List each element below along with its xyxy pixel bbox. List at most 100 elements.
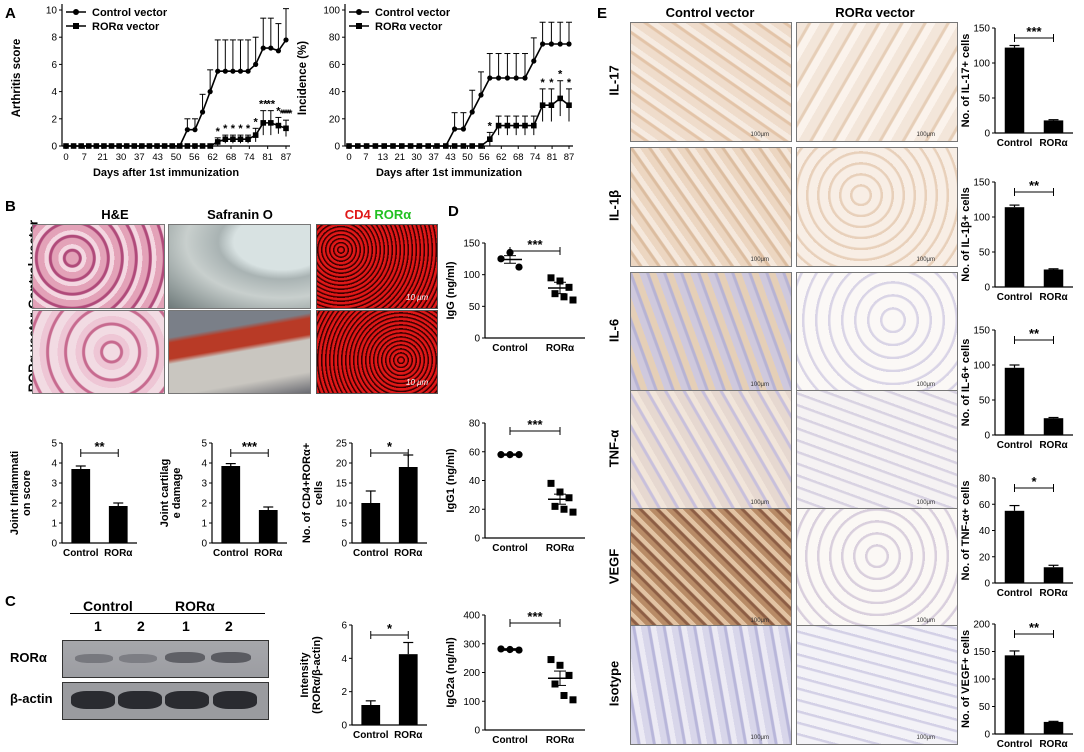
data-point xyxy=(199,143,206,149)
x-tick-label: 21 xyxy=(97,152,108,163)
bar xyxy=(1004,207,1025,287)
y-axis-label: Arthritis score xyxy=(11,39,23,118)
y-tick-label: 50 xyxy=(979,702,991,713)
e-row-label-il6: IL-6 xyxy=(606,318,622,343)
x-axis-label: Days after 1st immunization xyxy=(93,167,239,179)
data-point xyxy=(390,143,396,149)
y-tick-label: 100 xyxy=(973,361,990,372)
data-point xyxy=(260,45,266,51)
wb-band-label-ror: RORα xyxy=(10,650,47,665)
bar xyxy=(398,467,418,543)
y-axis-label: Intensity xyxy=(299,652,311,698)
data-point xyxy=(192,127,198,133)
scale-bar-label: 100μm xyxy=(750,735,769,741)
x-tick-label: 30 xyxy=(116,152,127,163)
data-point xyxy=(268,120,274,126)
data-point xyxy=(513,75,519,81)
sig-annotation: * xyxy=(223,123,228,135)
data-point xyxy=(569,508,577,516)
data-point xyxy=(131,143,138,149)
data-point xyxy=(478,143,484,149)
x-tick-label: 87 xyxy=(281,152,292,163)
category-label: RORα xyxy=(394,730,423,741)
y-axis-label: No. of VEGF+ cells xyxy=(960,630,972,728)
data-point xyxy=(547,274,555,282)
category-label: RORα xyxy=(104,548,133,559)
category-label: Control xyxy=(997,739,1033,750)
data-point xyxy=(407,143,414,149)
data-point xyxy=(207,89,213,95)
data-point xyxy=(108,143,115,149)
x-tick-label: 50 xyxy=(171,152,182,163)
ihc-vegf-control-image: 100μm xyxy=(630,508,792,628)
data-point xyxy=(176,143,183,149)
data-point xyxy=(556,661,564,669)
data-point xyxy=(443,143,449,149)
x-tick-label: 0 xyxy=(346,152,351,163)
legend-marker xyxy=(356,9,362,15)
data-point xyxy=(70,143,77,149)
data-point xyxy=(169,143,176,149)
y-tick-label: 10 xyxy=(46,6,58,17)
data-point xyxy=(184,143,191,149)
sig-annotation: * xyxy=(488,120,493,132)
y-tick-label: 150 xyxy=(973,178,990,189)
sig-annotation: * xyxy=(238,123,243,135)
y-axis-label: No. of IL-6+ cells xyxy=(960,339,972,427)
x-tick-label: 68 xyxy=(226,152,237,163)
e-col-header-ror: RORα vector xyxy=(835,5,915,20)
x-tick-label: 56 xyxy=(479,152,490,163)
x-tick-label: 81 xyxy=(262,152,273,163)
y-axis-label: No. of CD4+RORα+ xyxy=(301,443,313,543)
y-tick-label: 80 xyxy=(469,419,481,430)
y-tick-label: 0 xyxy=(474,534,480,545)
category-label: RORα xyxy=(546,343,575,354)
data-point xyxy=(230,68,236,74)
y-tick-label: 0 xyxy=(51,539,57,550)
sig-annotation: * xyxy=(216,126,221,138)
data-point xyxy=(139,143,145,149)
y-tick-label: 60 xyxy=(469,447,481,458)
scale-bar-label: 100μm xyxy=(750,500,769,506)
data-point xyxy=(93,143,100,149)
y-tick-label: 60 xyxy=(329,60,341,71)
y-tick-label: 0 xyxy=(984,579,990,590)
wb-actin-strip xyxy=(62,682,269,720)
inflammation-score-chart: 0 1 2 3 4 5 Control RORα ** Joint Inflammati on sc… xyxy=(9,439,137,559)
wb-lane-2: 2 xyxy=(137,618,145,634)
data-point xyxy=(557,41,563,47)
y-tick-label: 4 xyxy=(201,459,207,470)
y-tick-label: 0 xyxy=(341,721,347,732)
scale-bar-label: 100μm xyxy=(916,618,935,624)
legend-marker xyxy=(73,23,79,29)
data-point xyxy=(522,122,528,129)
y-tick-label: 15 xyxy=(336,479,348,490)
data-point xyxy=(381,143,387,149)
y-tick-label: 60 xyxy=(979,500,991,511)
x-tick-label: 74 xyxy=(530,152,541,163)
x-axis-label: Days after 1st immunization xyxy=(376,167,522,179)
panel-label-a: A xyxy=(5,5,16,22)
data-point xyxy=(85,143,92,149)
y-tick-label: 0 xyxy=(201,539,207,550)
y-tick-label: 5 xyxy=(341,519,347,530)
y-tick-label: 0 xyxy=(984,730,990,741)
y-tick-label: 150 xyxy=(463,239,480,250)
y-axis-label: No. of IL-1β+ cells xyxy=(960,187,972,281)
igg2a-chart: 0 100 200 300 400 Control RORα *** IgG2a (ng/ml) xyxy=(445,609,585,746)
data-point xyxy=(569,296,577,304)
data-point xyxy=(551,502,559,510)
y-tick-label: 6 xyxy=(341,621,347,632)
data-point xyxy=(230,136,236,142)
category-label: RORα xyxy=(1039,138,1068,149)
data-point xyxy=(363,143,370,149)
col-header-safranin: Safranin O xyxy=(207,207,273,222)
y-tick-label: 50 xyxy=(469,302,481,313)
scale-bar-label: 100μm xyxy=(916,382,935,388)
bar xyxy=(1004,510,1025,583)
e-row-label-il1b: IL-1β xyxy=(606,189,622,222)
scale-bar-label: 100μm xyxy=(750,132,769,138)
control-series-line xyxy=(349,43,569,147)
data-point xyxy=(556,277,564,285)
